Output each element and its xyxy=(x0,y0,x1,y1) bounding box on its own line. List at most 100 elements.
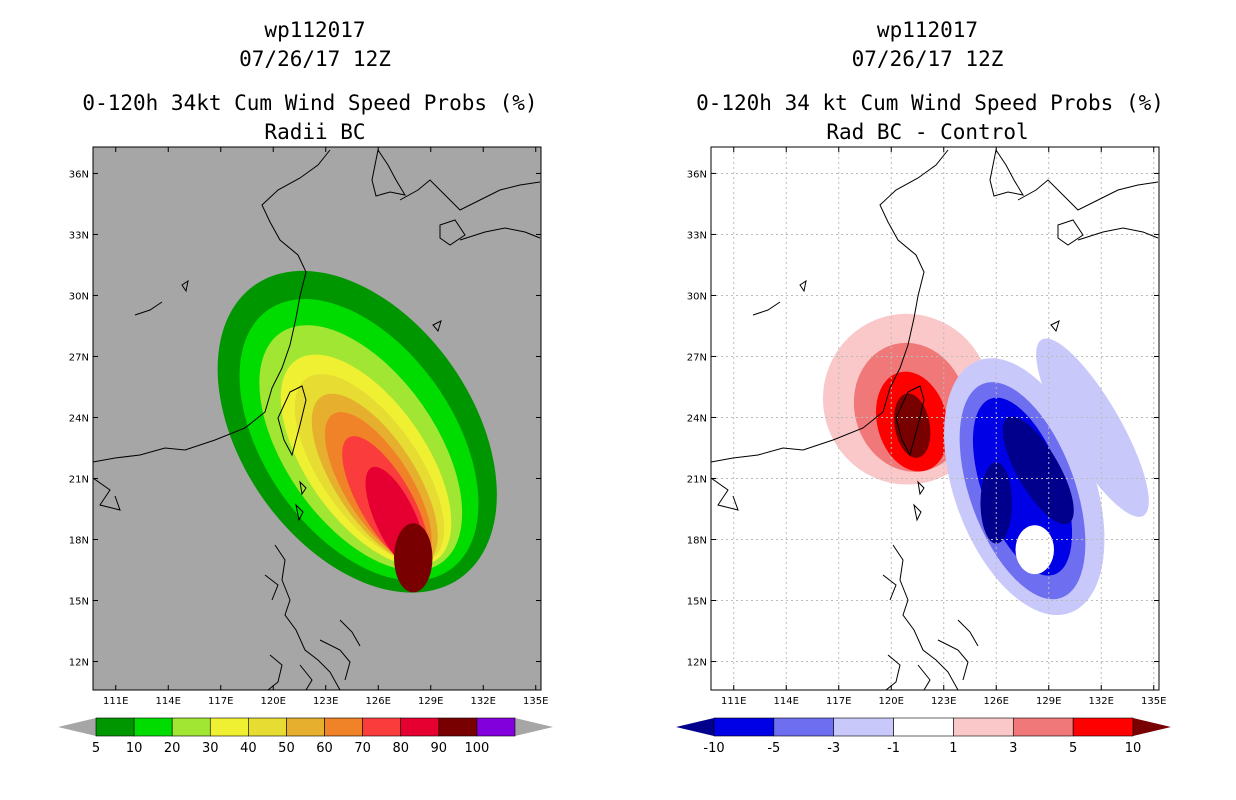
lon-tick-label: 111E xyxy=(721,696,746,707)
right-storm-id: wp112017 xyxy=(876,18,979,42)
colorbar-swatch xyxy=(209,717,249,737)
left-map xyxy=(93,147,541,690)
colorbar-label: 40 xyxy=(240,741,257,756)
colorbar-high-arrow xyxy=(1133,718,1171,736)
colorbar-swatch xyxy=(171,717,211,737)
lon-tick-label: 129E xyxy=(418,696,443,707)
colorbar-swatch xyxy=(362,717,402,737)
lon-tick-label: 120E xyxy=(879,696,904,707)
right-map xyxy=(711,147,1159,690)
left-storm-id: wp112017 xyxy=(264,18,366,42)
lon-tick-label: 135E xyxy=(523,696,548,707)
colorbar-label: 70 xyxy=(354,741,371,756)
colorbar-label: 5 xyxy=(92,741,100,756)
colorbar-swatch xyxy=(1072,717,1134,737)
left-title: 0-120h 34kt Cum Wind Speed Probs (%) xyxy=(82,91,538,115)
lat-tick-label: 18N xyxy=(687,536,707,547)
contour-region xyxy=(1002,416,1074,525)
lat-tick-label: 18N xyxy=(69,536,89,547)
right-datetime: 07/26/17 12Z xyxy=(851,47,1004,71)
lon-tick-label: 132E xyxy=(1089,696,1114,707)
left-subtitle: Radii BC xyxy=(264,120,366,144)
colorbar-swatch xyxy=(286,717,325,737)
colorbar-label: 30 xyxy=(202,741,219,756)
colorbar-label: 3 xyxy=(1009,741,1017,756)
colorbar-label: 90 xyxy=(431,741,448,756)
colorbar-label: 80 xyxy=(392,741,409,756)
lon-tick-label: 126E xyxy=(984,696,1009,707)
colorbar-label: -5 xyxy=(767,741,780,756)
colorbar-label: 50 xyxy=(278,741,295,756)
lat-tick-label: 30N xyxy=(687,291,707,302)
right-title: 0-120h 34 kt Cum Wind Speed Probs (%) xyxy=(696,91,1164,115)
lat-tick-label: 12N xyxy=(687,658,707,669)
colorbar-low-arrow xyxy=(676,718,714,736)
colorbar-swatch xyxy=(476,717,516,737)
lat-tick-label: 33N xyxy=(69,230,89,241)
contour-region xyxy=(394,523,433,593)
colorbar-swatch xyxy=(833,717,894,737)
left-map-frame xyxy=(92,146,542,691)
lat-tick-label: 30N xyxy=(69,291,89,302)
lon-tick-label: 135E xyxy=(1141,696,1166,707)
lat-tick-label: 24N xyxy=(687,413,707,424)
left-colorbar: 5 10 20 30 40 50 60 70 80 90 100 xyxy=(58,717,553,756)
lon-tick-label: 123E xyxy=(931,696,956,707)
lon-tick-label: 132E xyxy=(471,696,496,707)
lon-tick-label: 123E xyxy=(313,696,338,707)
colorbar-label: 10 xyxy=(126,741,143,756)
contour-region xyxy=(1015,525,1054,575)
colorbar-swatch xyxy=(95,717,135,737)
lon-tick-label: 129E xyxy=(1036,696,1061,707)
lon-tick-label: 117E xyxy=(826,696,851,707)
lat-tick-label: 36N xyxy=(69,169,89,180)
colorbar-label: 20 xyxy=(164,741,181,756)
lat-tick-label: 21N xyxy=(69,474,89,485)
colorbar-label: 1 xyxy=(949,741,957,756)
contour-region xyxy=(972,397,1073,576)
lon-tick-label: 126E xyxy=(366,696,391,707)
colorbar-label: 60 xyxy=(316,741,333,756)
contour-region xyxy=(1036,338,1149,517)
lat-tick-label: 15N xyxy=(687,597,707,608)
right-subtitle: Rad BC - Control xyxy=(826,120,1029,144)
colorbar-high-arrow xyxy=(515,718,553,736)
right-axis-ticks: 111E 114E 117E 120E 123E 126E 129E 132E 135E 36N 3… xyxy=(687,147,1166,707)
colorbar-label: 10 xyxy=(1125,741,1142,756)
lat-tick-label: 27N xyxy=(69,352,89,363)
right-map-frame xyxy=(710,146,1160,691)
colorbar-swatch xyxy=(248,717,287,737)
lon-tick-label: 114E xyxy=(156,696,181,707)
lon-tick-label: 111E xyxy=(103,696,128,707)
colorbar-swatch xyxy=(893,717,954,737)
left-axis-ticks: 111E 114E 117E 120E 123E 126E 129E 132E 135E 36N 3… xyxy=(69,147,548,707)
lat-tick-label: 33N xyxy=(687,230,707,241)
colorbar-swatch xyxy=(773,717,835,737)
colorbar-label: -1 xyxy=(887,741,900,756)
lon-tick-label: 117E xyxy=(208,696,233,707)
colorbar-swatch xyxy=(1012,717,1074,737)
left-datetime: 07/26/17 12Z xyxy=(239,47,391,71)
colorbar-swatch xyxy=(713,717,775,737)
colorbar-swatch xyxy=(324,717,363,737)
colorbar-label: 5 xyxy=(1069,741,1077,756)
colorbar-swatch xyxy=(953,717,1014,737)
colorbar-swatch xyxy=(438,717,478,737)
lat-tick-label: 12N xyxy=(69,658,89,669)
lon-tick-label: 114E xyxy=(774,696,799,707)
colorbar-swatch xyxy=(400,717,440,737)
right-difference-contours xyxy=(822,313,1149,616)
lat-tick-label: 24N xyxy=(69,413,89,424)
right-gridlines xyxy=(711,147,1159,690)
colorbar-swatch xyxy=(133,717,173,737)
lat-tick-label: 21N xyxy=(687,474,707,485)
colorbar-label: -3 xyxy=(827,741,840,756)
right-colorbar: -10 -5 -3 -1 1 3 5 10 xyxy=(676,717,1171,756)
lat-tick-label: 36N xyxy=(687,169,707,180)
colorbar-label: 100 xyxy=(464,741,489,756)
lat-tick-label: 27N xyxy=(687,352,707,363)
colorbar-low-arrow xyxy=(58,718,96,736)
lon-tick-label: 120E xyxy=(261,696,286,707)
lat-tick-label: 15N xyxy=(69,597,89,608)
